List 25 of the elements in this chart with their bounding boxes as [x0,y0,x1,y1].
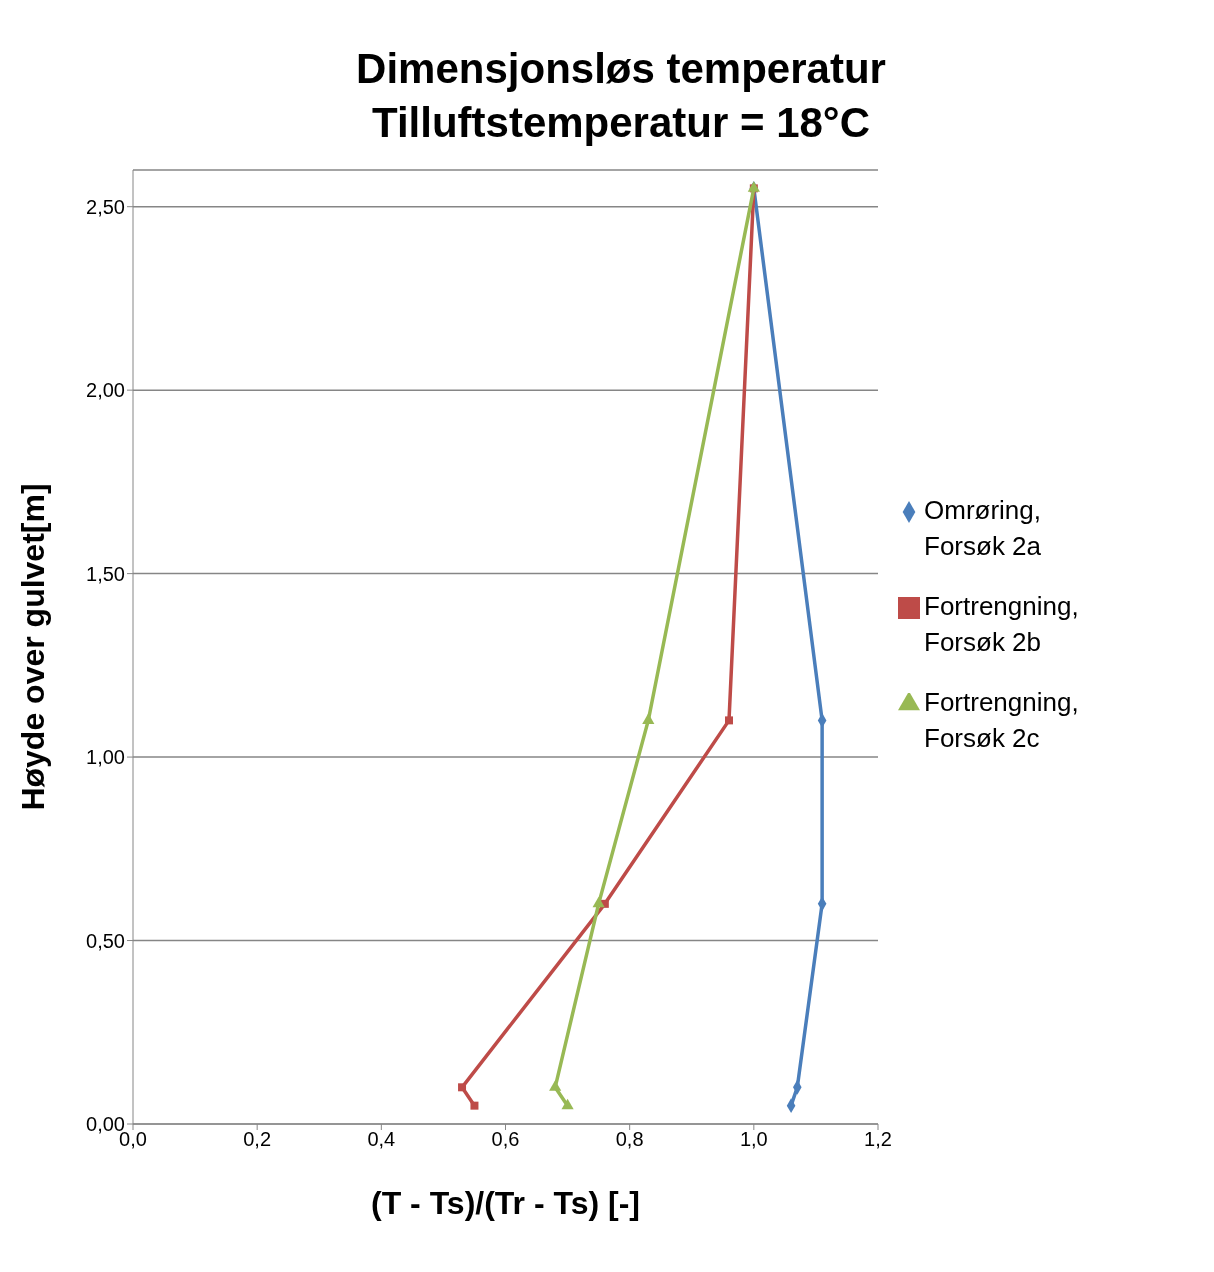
chart-title: Dimensjonsløs temperatur [355,44,887,94]
y-tick-label: 1,00 [86,746,125,769]
point [725,716,733,725]
x-tick-label: 0,8 [615,1128,644,1151]
point [458,1083,467,1092]
x-tick-label: 1,2 [864,1128,892,1151]
x-tick-label: 0,6 [491,1128,520,1151]
chart-subtitle: Tilluftstemperatur = 18°C [371,98,871,148]
y-axis-title: Høyde over gulvet[m] [15,483,52,811]
y-tick-label: 0,50 [86,929,125,952]
point [561,1098,574,1110]
y-tick-label: 2,00 [86,379,125,402]
point [470,1101,479,1110]
point [549,1080,562,1091]
x-tick-label: 0,2 [243,1128,272,1151]
y-tick-label: 1,50 [86,562,125,585]
x-axis-title: (T - Ts)/(Tr - Ts) [-] [371,1185,640,1221]
legend-label: Fortrengning, Forsøk 2b [924,590,1080,659]
point [592,896,605,908]
y-tick-label: 2,50 [86,195,125,218]
x-tick-label: 1,0 [739,1128,768,1151]
legend-label: Fortrengning, Forsøk 2c [924,686,1080,755]
point [642,713,655,724]
x-tick-label: 0,4 [367,1128,396,1151]
legend-label: Omrøring, Forsøk 2a [924,494,1043,563]
